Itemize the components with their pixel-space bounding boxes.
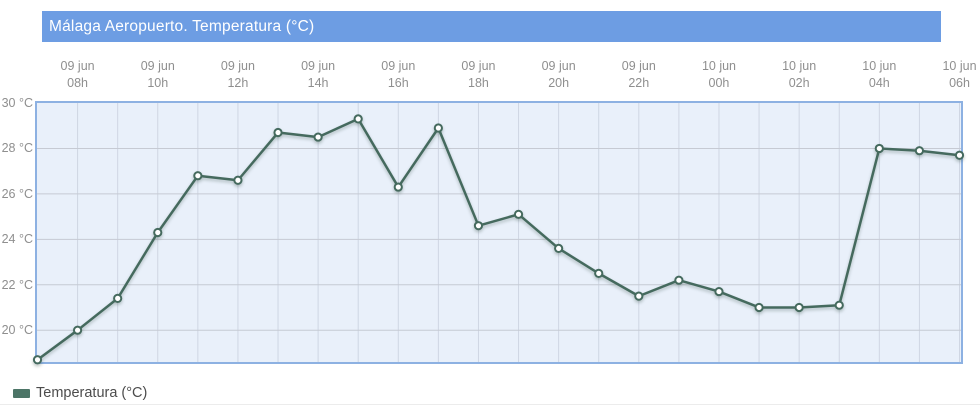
- data-point[interactable]: [113, 293, 123, 303]
- x-axis-tick: 10 jun 04h: [839, 58, 919, 92]
- x-tick-date: 09 jun: [461, 59, 496, 73]
- x-tick-hour: 20h: [548, 76, 570, 90]
- x-tick-date: 10 jun: [701, 59, 736, 73]
- x-tick-hour: 22h: [628, 76, 650, 90]
- x-tick-date: 10 jun: [862, 59, 897, 73]
- x-axis-tick: 10 jun 00h: [679, 58, 759, 92]
- data-point[interactable]: [914, 146, 925, 156]
- data-point[interactable]: [32, 355, 43, 365]
- data-point[interactable]: [233, 175, 243, 185]
- data-point[interactable]: [594, 268, 604, 278]
- chart-title-bar: Málaga Aeropuerto. Temperatura (°C): [42, 11, 941, 42]
- data-point[interactable]: [393, 182, 403, 192]
- data-point[interactable]: [674, 275, 684, 285]
- x-axis-tick: 09 jun 18h: [438, 58, 518, 92]
- x-tick-hour: 10h: [147, 76, 169, 90]
- data-point[interactable]: [353, 114, 363, 124]
- x-axis-tick: 09 jun 20h: [519, 58, 599, 92]
- data-point[interactable]: [473, 221, 484, 231]
- data-point[interactable]: [72, 325, 83, 335]
- vertical-gridlines: [77, 103, 960, 362]
- y-axis-tick: 24 °C: [1, 232, 33, 247]
- data-point[interactable]: [794, 302, 804, 313]
- x-axis-tick: 09 jun 10h: [118, 58, 198, 92]
- data-point[interactable]: [754, 302, 764, 313]
- legend-marker-icon: [13, 388, 30, 398]
- x-tick-hour: 00h: [708, 76, 730, 90]
- y-axis-tick: 30 °C: [1, 96, 33, 110]
- data-point[interactable]: [634, 291, 644, 301]
- x-tick-hour: 14h: [307, 76, 329, 90]
- x-tick-date: 09 jun: [140, 59, 175, 73]
- x-tick-hour: 06h: [949, 76, 970, 90]
- legend-label: Temperatura (°C): [36, 385, 148, 401]
- data-point[interactable]: [513, 209, 524, 219]
- x-axis-tick: 09 jun 08h: [38, 58, 118, 92]
- data-point[interactable]: [433, 123, 443, 133]
- x-tick-date: 09 jun: [220, 59, 255, 73]
- x-axis-tick: 10 jun 02h: [759, 58, 839, 92]
- x-tick-hour: 04h: [868, 76, 890, 90]
- data-point[interactable]: [313, 132, 323, 142]
- data-point[interactable]: [954, 150, 965, 160]
- x-tick-date: 09 jun: [541, 59, 576, 73]
- x-tick-date: 09 jun: [621, 59, 656, 73]
- x-tick-date: 10 jun: [782, 59, 817, 73]
- plot-area: [32, 101, 965, 365]
- y-axis-tick: 20 °C: [1, 323, 33, 338]
- temperature-line-chart[interactable]: [32, 103, 965, 365]
- x-tick-date: 09 jun: [60, 59, 95, 73]
- y-axis-tick: 26 °C: [1, 186, 33, 201]
- x-axis-tick: 09 jun 16h: [358, 58, 438, 92]
- horizontal-gridlines: [37, 147, 961, 331]
- x-axis-tick: 10 jun 06h: [920, 58, 980, 92]
- x-tick-hour: 18h: [468, 76, 489, 90]
- temperature-line: [32, 114, 965, 365]
- data-point[interactable]: [874, 143, 884, 154]
- x-tick-date: 09 jun: [381, 59, 416, 73]
- y-axis-tick: 28 °C: [1, 141, 33, 156]
- x-tick-hour: 16h: [387, 76, 409, 90]
- data-point[interactable]: [273, 127, 283, 138]
- x-tick-date: 10 jun: [942, 59, 977, 73]
- x-tick-date: 09 jun: [301, 59, 336, 73]
- x-axis-tick: 09 jun 22h: [599, 58, 679, 92]
- x-axis-tick: 09 jun 12h: [198, 58, 278, 92]
- chart-title: Málaga Aeropuerto. Temperatura (°C): [49, 18, 315, 35]
- data-point[interactable]: [193, 171, 203, 181]
- data-point[interactable]: [554, 243, 564, 254]
- x-tick-hour: 02h: [788, 76, 810, 90]
- data-point[interactable]: [714, 286, 724, 297]
- data-point[interactable]: [834, 300, 844, 310]
- data-point[interactable]: [153, 227, 163, 238]
- legend: Temperatura (°C): [13, 383, 147, 403]
- x-axis-tick: 09 jun 14h: [278, 58, 358, 92]
- x-tick-hour: 08h: [67, 76, 88, 90]
- x-tick-hour: 12h: [227, 76, 249, 90]
- y-axis-tick: 22 °C: [1, 277, 33, 292]
